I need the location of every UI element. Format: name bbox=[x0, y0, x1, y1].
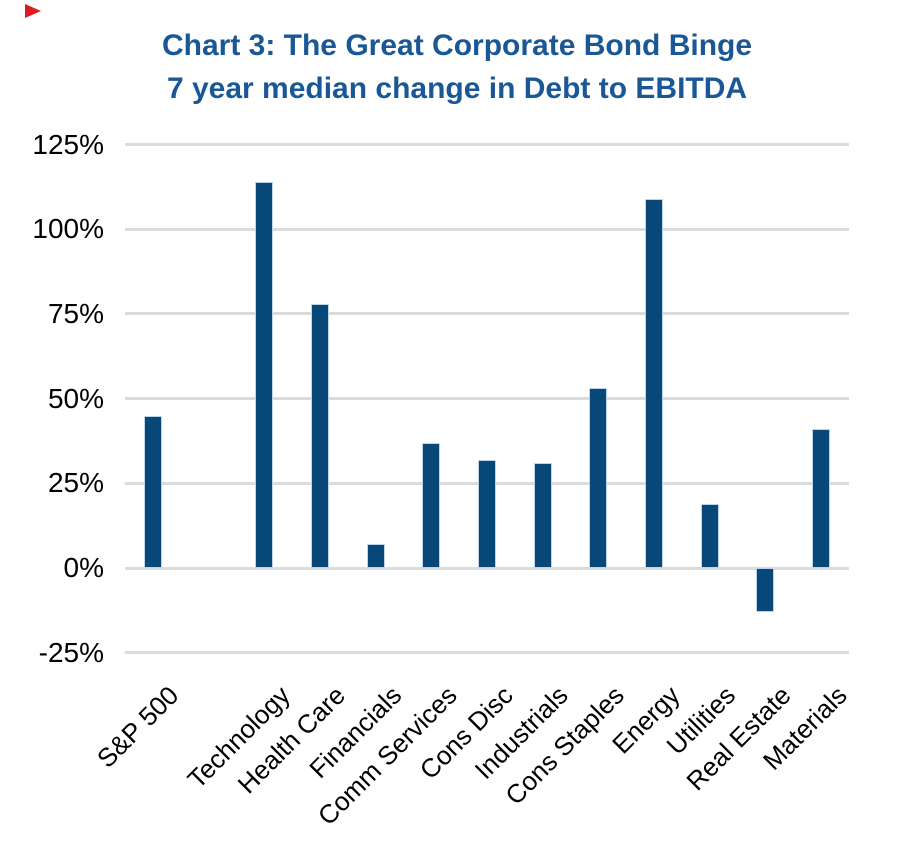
bar-comm-services bbox=[422, 442, 441, 568]
bar-industrials bbox=[533, 462, 552, 568]
bar-real-estate bbox=[756, 568, 775, 613]
y-tick-label: 0% bbox=[63, 552, 104, 583]
gridline bbox=[125, 397, 849, 401]
y-tick-label: 50% bbox=[47, 382, 104, 414]
y-tick-label: 100% bbox=[32, 213, 104, 245]
bar-health-care bbox=[310, 303, 329, 568]
y-tick-label: -25% bbox=[38, 636, 104, 668]
y-tick-label: 125% bbox=[32, 128, 104, 160]
chart-title-line1: Chart 3: The Great Corporate Bond Binge bbox=[161, 29, 753, 62]
chart-title: Chart 3: The Great Corporate Bond Binge … bbox=[0, 24, 914, 110]
bar-materials bbox=[812, 429, 831, 568]
bar-financials bbox=[366, 544, 385, 568]
gridline bbox=[125, 566, 849, 570]
bar-cons-staples bbox=[589, 388, 608, 568]
bar-energy bbox=[645, 198, 664, 568]
x-tick-label: S&P 500 bbox=[90, 680, 185, 774]
bar-utilities bbox=[700, 503, 719, 568]
bar-technology bbox=[255, 181, 274, 568]
gridline bbox=[125, 143, 849, 146]
y-tick-label: 25% bbox=[47, 467, 104, 499]
bar-cons-disc bbox=[478, 459, 496, 568]
red-flag-icon bbox=[25, 4, 41, 18]
gridline bbox=[125, 651, 849, 655]
y-tick-label: 75% bbox=[47, 297, 104, 329]
gridline bbox=[125, 312, 849, 316]
bar-s-p-500 bbox=[143, 415, 162, 568]
gridline bbox=[125, 227, 849, 231]
chart-title-line2: 7 year median change in Debt to EBITDA bbox=[166, 72, 748, 105]
